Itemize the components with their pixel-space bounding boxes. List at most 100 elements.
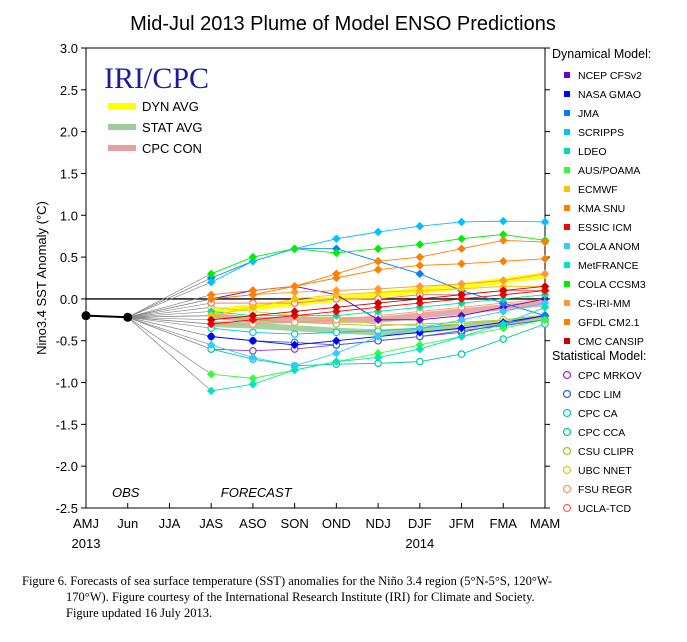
data-point xyxy=(290,318,299,327)
iri-cpc-logo: IRI/CPC xyxy=(104,62,209,95)
caption-line-3: Figure updated 16 July 2013. xyxy=(66,606,213,620)
connector-line xyxy=(127,294,212,318)
connector-line xyxy=(127,316,212,346)
legend-item-label: ECMWF xyxy=(578,184,618,196)
data-point xyxy=(373,257,383,266)
data-point xyxy=(248,303,258,312)
data-point xyxy=(249,346,257,355)
legend-marker xyxy=(564,72,570,78)
data-point xyxy=(415,344,425,354)
legend-item-label: JMA xyxy=(578,108,599,120)
y-tick-label: 0.0 xyxy=(60,292,78,307)
data-point xyxy=(415,269,425,279)
chart-title: Mid-Jul 2013 Plume of Model ENSO Predict… xyxy=(130,13,556,35)
legend-marker xyxy=(564,338,570,344)
data-point xyxy=(290,244,299,253)
legend-item-label: CPC MRKOV xyxy=(578,370,642,382)
legend-item-label: COLA ANOM xyxy=(578,241,640,253)
legend-label: DYN AVG xyxy=(142,99,199,114)
data-point xyxy=(206,386,216,396)
data-point xyxy=(248,252,258,262)
legend-item-label: LDEO xyxy=(578,146,607,158)
legend-marker xyxy=(564,186,570,192)
data-point xyxy=(206,277,216,287)
y-tick-label: -0.5 xyxy=(56,334,78,349)
data-point xyxy=(249,328,257,337)
legend-marker xyxy=(562,465,572,475)
figure-caption: Figure 6. Forecasts of sea surface tempe… xyxy=(22,573,672,621)
data-point xyxy=(540,282,550,291)
x-tick-label: JAS xyxy=(199,516,223,531)
forecast-label: FORECAST xyxy=(221,485,293,500)
x-tick-label: FMA xyxy=(490,516,518,531)
data-point xyxy=(332,336,341,345)
legend-item-label: GFDL CM2.1 xyxy=(578,317,640,329)
data-point xyxy=(415,261,425,270)
plot-frame xyxy=(85,47,546,509)
data-point xyxy=(248,374,258,383)
data-point xyxy=(499,307,508,316)
data-point xyxy=(457,217,466,227)
legend-marker xyxy=(564,167,570,173)
data-point xyxy=(415,221,425,231)
data-point xyxy=(415,315,425,325)
y-tick-label: -2.5 xyxy=(56,501,78,516)
data-point xyxy=(332,349,341,358)
legend-marker xyxy=(564,129,570,135)
data-point xyxy=(332,269,341,279)
year-label: 2014 xyxy=(405,536,434,551)
caption-line-2: 170°W). Figure courtesy of the Internati… xyxy=(66,590,535,604)
data-point xyxy=(373,227,383,237)
data-point xyxy=(332,328,341,337)
connector-line xyxy=(127,277,212,318)
y-tick-label: 3.0 xyxy=(60,41,78,56)
legend-item-label: ESSIC ICM xyxy=(578,222,632,234)
data-point xyxy=(457,244,466,253)
x-tick-label: OND xyxy=(322,516,351,531)
legend-marker xyxy=(562,484,572,494)
legend-marker xyxy=(564,91,570,97)
data-point xyxy=(290,287,299,297)
data-point xyxy=(457,284,466,294)
data-point xyxy=(540,269,550,279)
legend-marker xyxy=(562,427,572,437)
legend-item-label: UCLA-TCD xyxy=(578,503,632,515)
legend-marker xyxy=(564,224,570,230)
legend-label: CPC CON xyxy=(142,141,202,156)
caption-line-1: Figure 6. Forecasts of sea surface tempe… xyxy=(22,574,553,588)
y-tick-label: -1.5 xyxy=(56,417,78,432)
connector-line xyxy=(127,273,212,318)
data-point xyxy=(290,294,299,304)
x-tick-label: JFM xyxy=(449,516,474,531)
data-point xyxy=(540,254,550,264)
y-axis-label: Nino3.4 SST Anomaly (°C) xyxy=(34,201,49,355)
legend-item-label: NASA GMAO xyxy=(578,89,641,101)
connector-line xyxy=(127,315,212,318)
data-point xyxy=(290,307,299,316)
data-point xyxy=(373,298,383,308)
observed-point xyxy=(123,312,133,322)
enso-plume-chart: Mid-Jul 2013 Plume of Model ENSO Predict… xyxy=(34,13,651,551)
connector-line xyxy=(127,317,212,392)
legend-marker xyxy=(564,205,570,211)
x-tick-label: NDJ xyxy=(365,516,390,531)
legend-item-label: CPC CCA xyxy=(578,427,625,439)
data-point xyxy=(499,319,508,329)
data-point xyxy=(457,234,466,243)
legend-item-label: FSU REGR xyxy=(578,484,633,496)
x-tick-label: ASO xyxy=(239,516,266,531)
data-point xyxy=(415,323,425,333)
legend-marker xyxy=(564,243,570,249)
data-point xyxy=(415,240,425,249)
legend-marker xyxy=(562,503,572,513)
observed-point xyxy=(81,311,91,321)
data-point xyxy=(499,286,508,295)
legend-item-label: MetFRANCE xyxy=(578,260,639,272)
legend-item-label: CMC CANSIP xyxy=(578,336,644,348)
legend-marker xyxy=(564,281,570,287)
legend-label: STAT AVG xyxy=(142,120,202,135)
data-point xyxy=(540,217,550,227)
data-point xyxy=(457,323,466,333)
legend-item-label: CS-IRI-MM xyxy=(578,298,631,310)
data-point xyxy=(290,340,299,350)
